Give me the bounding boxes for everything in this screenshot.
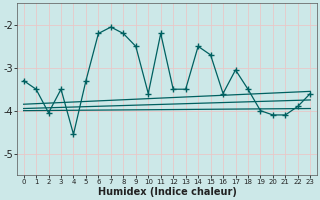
X-axis label: Humidex (Indice chaleur): Humidex (Indice chaleur) xyxy=(98,187,236,197)
